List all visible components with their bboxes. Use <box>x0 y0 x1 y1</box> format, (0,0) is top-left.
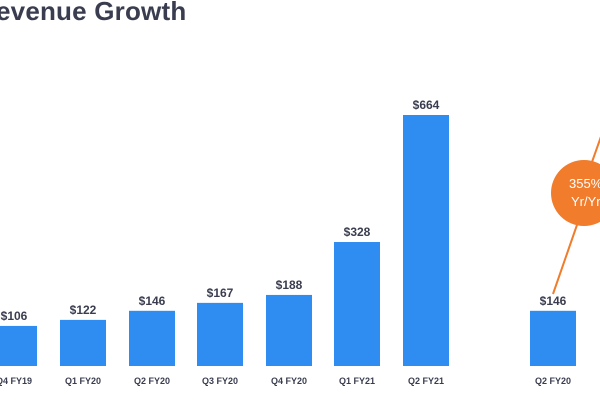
x-tick-label: Q4 FY20 <box>271 376 307 386</box>
x-tick-label: Q4 FY19 <box>0 376 32 386</box>
bar-q4-fy20 <box>266 294 312 366</box>
bar-value-label: $146 <box>139 294 166 308</box>
x-tick-label: Q2 FY20 <box>134 376 170 386</box>
bar-value-label: $188 <box>276 278 303 292</box>
bar-q2-fy20 <box>129 310 175 366</box>
compare-x-tick-label: Q2 FY20 <box>535 376 571 386</box>
bar-q3-fy20 <box>197 302 243 366</box>
bar-value-label: $106 <box>1 309 28 323</box>
x-tick-label: Q2 FY21 <box>408 376 444 386</box>
bar-value-label: $122 <box>70 303 97 317</box>
chart-title: evenue Growth <box>0 0 187 26</box>
growth-percent-text: 355% <box>569 176 600 191</box>
x-tick-label: Q3 FY20 <box>202 376 238 386</box>
bar-q1-fy20 <box>60 319 106 366</box>
growth-connector-line-upper <box>591 136 600 163</box>
bar-q2-fy21 <box>403 115 449 366</box>
x-tick-label: Q1 FY20 <box>65 376 101 386</box>
x-tick-label: Q1 FY21 <box>339 376 375 386</box>
bar-value-label: $664 <box>413 98 440 112</box>
bar-value-label: $328 <box>344 225 371 239</box>
bar-q4-fy19 <box>0 325 37 366</box>
growth-period-text: Yr/Yr <box>571 194 600 209</box>
bar-q1-fy21 <box>334 242 380 366</box>
bar-value-label: $167 <box>207 286 234 300</box>
compare-bar-value-label: $146 <box>540 294 567 308</box>
growth-connector-line <box>552 221 579 295</box>
compare-bar-q2-fy20 <box>530 310 576 366</box>
growth-badge <box>551 160 600 226</box>
